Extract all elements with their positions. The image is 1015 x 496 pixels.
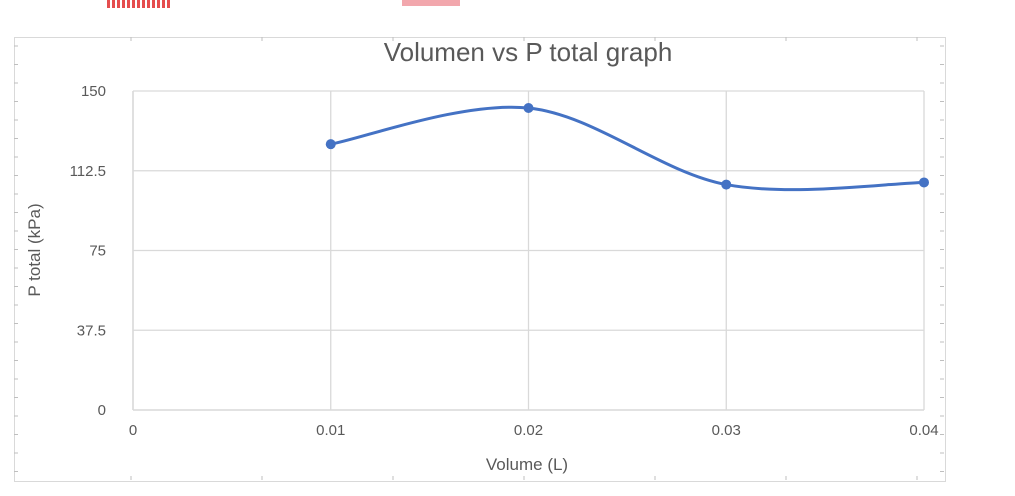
spellcheck-underline (107, 0, 170, 8)
data-point-marker (523, 103, 534, 114)
x-tick-labels: 0 0.01 0.02 0.03 0.04 (129, 422, 939, 439)
x-tick-label: 0.04 (909, 422, 938, 439)
series-group (325, 103, 929, 192)
y-tick-labels: 0 37.5 75 112.5 150 (70, 83, 106, 419)
chart-area-frame (14, 37, 946, 482)
x-axis-title: Volume (L) (486, 455, 568, 474)
axes (132, 91, 924, 411)
y-tick-label: 75 (89, 243, 106, 260)
x-tick-label: 0.03 (712, 422, 741, 439)
data-point-marker (721, 179, 732, 190)
y-tick-label: 0 (98, 402, 106, 419)
data-point-marker (919, 177, 929, 188)
highlight-mark (402, 0, 460, 6)
x-tick-label: 0.01 (316, 422, 345, 439)
y-axis-title: P total (kPa) (25, 203, 44, 296)
series-line (329, 105, 926, 192)
y-tick-label: 112.5 (70, 163, 106, 180)
chart-title: Volumen vs P total graph (384, 37, 673, 67)
cropped-top-strip (0, 0, 1015, 12)
y-tick-label: 37.5 (77, 322, 106, 339)
y-tick-label: 150 (81, 83, 106, 100)
x-tick-label: 0.02 (514, 422, 543, 439)
outer-tick-marks (14, 37, 944, 480)
data-point-marker (325, 139, 336, 150)
gridlines (133, 90, 925, 410)
x-tick-label: 0 (129, 422, 137, 439)
